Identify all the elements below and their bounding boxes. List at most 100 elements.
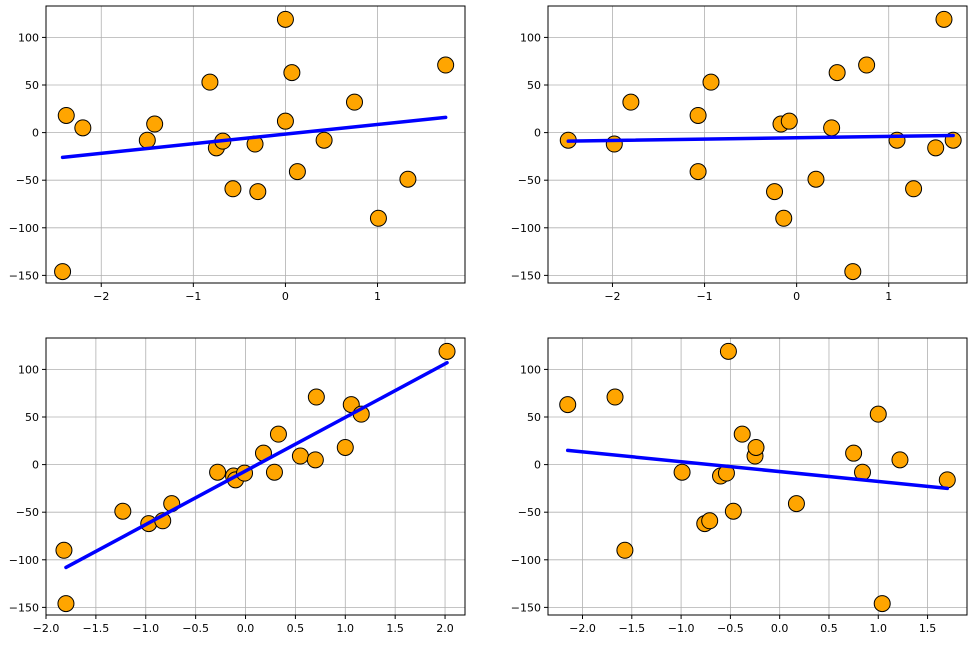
data-point [606, 388, 624, 406]
data-point [787, 495, 805, 513]
x-tick-label: 0.0 [237, 622, 255, 635]
regression-line [60, 115, 448, 160]
x-tick-label: 1 [885, 290, 892, 303]
data-point [269, 425, 287, 443]
data-point [291, 447, 309, 465]
data-point [336, 438, 354, 456]
data-point [438, 342, 456, 360]
plot-area [46, 338, 465, 615]
y-tick-label: −150 [511, 269, 541, 282]
y-tick-label: 50 [25, 411, 39, 424]
x-tick-label: 0 [282, 290, 289, 303]
data-point [702, 73, 720, 91]
data-point [828, 64, 846, 82]
regression-line [64, 360, 449, 570]
data-point [283, 64, 301, 82]
axes-frame [45, 5, 466, 284]
y-tick-label: −100 [9, 554, 39, 567]
data-point [605, 135, 623, 153]
data-point [307, 388, 325, 406]
y-tick-label: 50 [527, 79, 541, 92]
axes-frame [547, 337, 968, 616]
y-tick-label: 100 [18, 363, 39, 376]
y-tick-label: 50 [527, 411, 541, 424]
data-point [276, 112, 294, 130]
y-tick-label: 0 [534, 127, 541, 140]
data-point [74, 119, 92, 137]
data-point [114, 502, 132, 520]
data-point [138, 131, 156, 149]
x-tick-label: −1.5 [83, 622, 110, 635]
y-tick-label: −100 [511, 554, 541, 567]
x-tick-label: −2.0 [33, 622, 60, 635]
y-tick-label: 0 [32, 459, 39, 472]
x-tick-label: −0.5 [182, 622, 209, 635]
data-point [701, 512, 719, 530]
x-tick-label: −2 [604, 290, 620, 303]
data-point [938, 471, 956, 489]
x-tick-label: −1.5 [618, 622, 645, 635]
data-point [201, 73, 219, 91]
data-point [616, 541, 634, 559]
x-tick-label: −1 [185, 290, 201, 303]
regression-line [566, 133, 955, 143]
data-point [935, 10, 953, 28]
y-tick-label: −100 [9, 222, 39, 235]
y-tick-label: 0 [534, 459, 541, 472]
data-point [345, 93, 363, 111]
y-tick-label: 0 [32, 127, 39, 140]
y-tick-label: −50 [518, 506, 541, 519]
x-tick-label: −1 [696, 290, 712, 303]
y-tick-label: −150 [9, 269, 39, 282]
data-point [369, 209, 387, 227]
x-tick-label: −1.0 [668, 622, 695, 635]
data-point [858, 56, 876, 74]
x-tick-label: 1.0 [870, 622, 888, 635]
data-point [146, 115, 164, 133]
data-point [927, 139, 945, 157]
data-point [306, 451, 324, 469]
data-point [622, 93, 640, 111]
data-point [276, 10, 294, 28]
data-point [288, 163, 306, 181]
data-point [733, 425, 751, 443]
subplot-bottom-left: −2.0 −1.5 −1.0 −0.5 0.0 0.5 1.0 1.5 2.0 −150 −100 −… [9, 337, 466, 635]
x-tick-label: −2 [93, 290, 109, 303]
axes-frame [547, 5, 968, 284]
data-point [55, 541, 73, 559]
data-point [869, 405, 887, 423]
y-tick-label: −150 [9, 601, 39, 614]
y-tick-label: 50 [25, 79, 39, 92]
x-tick-label: −1.0 [132, 622, 159, 635]
data-point [315, 131, 333, 149]
data-point [689, 163, 707, 181]
x-tick-label: 0.0 [771, 622, 789, 635]
x-tick-label: 1.0 [337, 622, 355, 635]
data-point [823, 119, 841, 137]
x-tick-label: 0.5 [287, 622, 305, 635]
y-tick-label: −50 [16, 506, 39, 519]
data-point [780, 112, 798, 130]
regression-line [565, 448, 950, 491]
y-tick-label: 100 [520, 363, 541, 376]
x-tick-label: 0.5 [820, 622, 838, 635]
plot-area [548, 338, 967, 615]
data-point [845, 444, 863, 462]
data-point [873, 595, 891, 613]
x-tick-label: 1.5 [919, 622, 937, 635]
subplot-bottom-right: −2.0 −1.5 −1.0 −0.5 0.0 0.5 1.0 1.5 −150 −100 −50 0… [511, 337, 968, 635]
data-point [54, 263, 72, 281]
subplot-top-left: −2 −1 0 1 −150 −100 −50 0 50 100 [9, 5, 466, 303]
y-tick-label: −150 [511, 601, 541, 614]
data-point [673, 463, 691, 481]
data-point [265, 463, 283, 481]
y-tick-label: −50 [518, 174, 541, 187]
x-tick-label: 2.0 [436, 622, 454, 635]
data-point [57, 106, 75, 124]
y-tick-label: 100 [18, 31, 39, 44]
data-point [724, 502, 742, 520]
data-point [57, 595, 75, 613]
data-point [844, 263, 862, 281]
data-point [905, 180, 923, 198]
